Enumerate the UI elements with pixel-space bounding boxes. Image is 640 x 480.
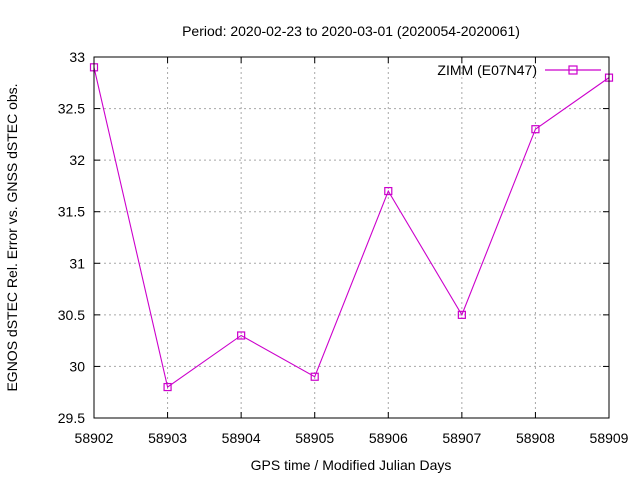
x-axis-label: GPS time / Modified Julian Days [251, 457, 452, 473]
chart-title: Period: 2020-02-23 to 2020-03-01 (202005… [182, 23, 520, 39]
x-tick-label: 58903 [148, 430, 187, 446]
data-point-marker [457, 310, 466, 319]
data-point-marker [237, 331, 246, 340]
legend: ZIMM (E07N47) [437, 62, 601, 78]
y-tick-label: 32 [69, 152, 85, 168]
data-series [89, 63, 614, 392]
data-point-marker [163, 382, 172, 392]
x-tick-label: 58907 [442, 430, 481, 446]
legend-label: ZIMM (E07N47) [437, 62, 537, 78]
x-tick-label: 58908 [516, 430, 555, 446]
y-tick-label: 29.5 [58, 410, 85, 426]
x-tick-label: 58904 [222, 430, 261, 446]
data-point-marker [384, 186, 393, 196]
plot-border [93, 56, 610, 419]
x-tick-labels: 58902 58903 58904 58905 58906 58907 58908 58909 [75, 430, 629, 446]
x-tick-label: 58905 [295, 430, 334, 446]
data-point-marker [531, 125, 540, 134]
legend-marker-icon [568, 65, 578, 75]
gridlines [94, 57, 609, 418]
y-tick-label: 32.5 [58, 101, 85, 117]
x-tick-label: 58906 [369, 430, 408, 446]
data-point-marker [310, 372, 319, 381]
y-tick-label: 31 [69, 255, 85, 271]
x-tick-label: 58909 [590, 430, 629, 446]
y-tick-labels: 29.5 30 30.5 31 31.5 32 32.5 33 [58, 49, 85, 426]
y-tick-label: 31.5 [58, 204, 85, 220]
series-line [93, 67, 610, 388]
y-tick-label: 30.5 [58, 307, 85, 323]
y-tick-label: 33 [69, 49, 85, 65]
x-tick-label: 58902 [75, 430, 114, 446]
axis-ticks [93, 56, 610, 419]
y-axis-label: EGNOS dSTEC Rel. Error vs. GNSS dSTEC ob… [4, 83, 20, 391]
y-tick-label: 30 [69, 358, 85, 374]
